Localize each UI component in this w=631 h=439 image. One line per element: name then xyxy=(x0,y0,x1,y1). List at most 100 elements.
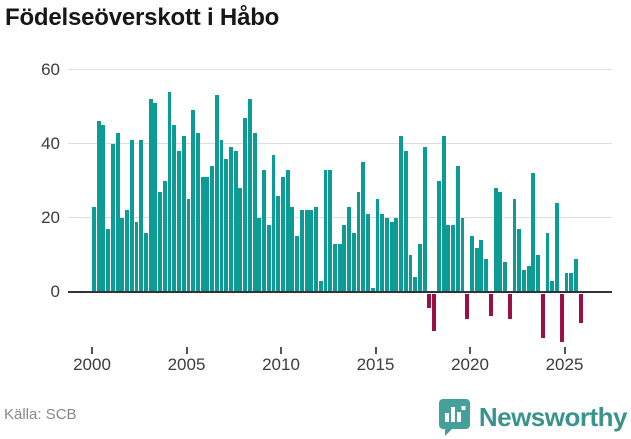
bar-2014-q2 xyxy=(361,162,366,292)
bar-2017-q4 xyxy=(427,293,432,309)
bar-2013-q2 xyxy=(342,225,347,292)
bar-2006-q2 xyxy=(210,165,215,292)
bar-2022-q3 xyxy=(517,228,522,292)
bar-2009-q1 xyxy=(262,169,266,292)
x-tick-2010 xyxy=(280,347,282,354)
bar-2024-q4 xyxy=(559,293,564,342)
bar-2024-q3 xyxy=(555,203,559,292)
bar-2007-q3 xyxy=(233,151,238,292)
page-title: Födelseöverskott i Håbo xyxy=(5,4,280,31)
bar-2013-q3 xyxy=(347,206,352,292)
bar-2012-q2 xyxy=(323,169,328,292)
bar-2012-q3 xyxy=(328,169,333,292)
bar-2000-q3 xyxy=(101,125,106,292)
bar-2015-q4 xyxy=(389,221,394,292)
bar-2025-q3 xyxy=(573,258,578,292)
bar-2003-q3 xyxy=(158,191,163,292)
bar-2022-q4 xyxy=(521,269,526,292)
bar-2008-q2 xyxy=(247,99,252,292)
bar-2004-q1 xyxy=(167,91,172,292)
bar-2017-q1 xyxy=(413,277,418,292)
y-axis-label-40: 40 xyxy=(41,133,60,153)
bar-2002-q3 xyxy=(139,139,144,292)
x-tick-2020 xyxy=(469,347,471,354)
bar-2011-q4 xyxy=(314,206,318,292)
bar-2019-q1 xyxy=(451,225,455,292)
bar-2017-q2 xyxy=(418,243,422,292)
x-tick-2005 xyxy=(185,347,188,354)
bar-2014-q1 xyxy=(356,191,361,292)
bar-2018-q1 xyxy=(432,293,437,331)
bar-2010-q2 xyxy=(285,169,290,292)
bar-2017-q3 xyxy=(422,147,427,292)
bar-2002-q1 xyxy=(129,139,134,292)
bar-2001-q1 xyxy=(110,143,115,292)
bar-2012-q4 xyxy=(332,243,337,292)
bar-2010-q4 xyxy=(295,236,300,292)
x-axis-label-2000: 2000 xyxy=(73,355,111,374)
bar-2008-q4 xyxy=(257,217,262,292)
bar-2025-q2 xyxy=(569,273,574,292)
y-axis-label-20: 20 xyxy=(41,207,60,227)
bar-2021-q1 xyxy=(488,293,493,316)
bar-2020-q2 xyxy=(474,247,479,292)
x-axis-label-2005: 2005 xyxy=(167,355,206,374)
bar-2000-q1 xyxy=(92,206,96,292)
bar-2023-q1 xyxy=(526,266,531,292)
bar-2019-q2 xyxy=(455,165,460,292)
bar-2002-q4 xyxy=(143,232,148,292)
bar-2005-q4 xyxy=(200,177,205,292)
bar-2001-q2 xyxy=(115,132,120,292)
source-label: Källa: SCB xyxy=(4,406,77,423)
bar-2016-q3 xyxy=(403,151,408,292)
bar-2014-q3 xyxy=(366,214,370,292)
bar-2001-q3 xyxy=(120,217,125,292)
gridline-y20 xyxy=(68,217,612,219)
x-axis-label-2010: 2010 xyxy=(262,355,300,374)
newsworthy-wordmark: Newsworthy xyxy=(478,401,628,432)
bar-2000-q2 xyxy=(96,121,101,292)
bar-2021-q2 xyxy=(493,188,498,292)
bar-2008-q3 xyxy=(252,132,257,292)
bar-2005-q3 xyxy=(195,132,200,292)
y-axis-label-0: 0 xyxy=(50,282,60,301)
bar-2009-q2 xyxy=(266,225,271,292)
bar-2023-q2 xyxy=(531,173,536,292)
bar-2016-q2 xyxy=(399,136,404,292)
bar-2002-q2 xyxy=(134,221,139,292)
newsworthy-bubble-chart-icon xyxy=(438,399,470,436)
bar-2020-q1 xyxy=(470,236,474,292)
bar-2000-q4 xyxy=(106,228,111,292)
bar-2023-q4 xyxy=(540,293,545,338)
bar-2016-q1 xyxy=(394,217,399,292)
bar-2004-q3 xyxy=(177,151,181,292)
x-axis-label-2020: 2020 xyxy=(451,355,489,374)
bar-2004-q4 xyxy=(181,136,186,292)
bar-2025-q4 xyxy=(578,293,583,324)
bar-2003-q4 xyxy=(162,180,167,292)
bar-2015-q3 xyxy=(384,217,389,292)
bar-2005-q1 xyxy=(186,199,191,292)
bar-2020-q3 xyxy=(479,240,484,292)
bar-2003-q2 xyxy=(153,102,158,292)
x-tick-2025 xyxy=(563,347,566,354)
bar-2015-q2 xyxy=(380,214,385,292)
bar-2003-q1 xyxy=(148,99,153,292)
bar-2001-q4 xyxy=(125,210,129,292)
bar-2006-q1 xyxy=(205,177,210,292)
bar-2013-q4 xyxy=(351,232,356,292)
bar-2007-q4 xyxy=(238,188,243,292)
bar-2019-q4 xyxy=(465,293,470,320)
bar-2020-q4 xyxy=(484,258,489,292)
bar-2013-q1 xyxy=(337,243,342,292)
x-tick-2000 xyxy=(91,347,93,354)
x-axis-label-2015: 2015 xyxy=(356,355,395,374)
bar-2008-q1 xyxy=(243,117,248,292)
bar-2023-q3 xyxy=(536,254,541,292)
bar-2007-q1 xyxy=(224,158,229,292)
zero-axis-line xyxy=(68,291,612,293)
bar-2010-q1 xyxy=(281,177,285,292)
bar-2015-q1 xyxy=(375,199,380,292)
bar-2014-q4 xyxy=(370,288,375,292)
bar-2012-q1 xyxy=(318,280,323,292)
